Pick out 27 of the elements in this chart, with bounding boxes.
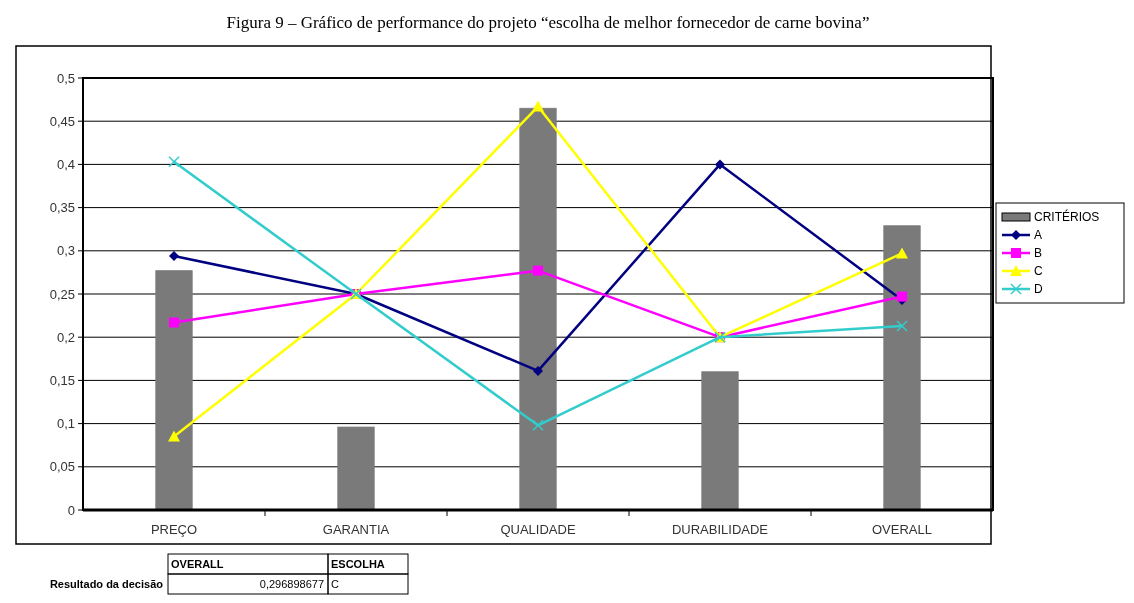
text: 0,296898677 [259,578,324,590]
legend-label: C [1034,264,1043,279]
y-tick-label: 0,2 [56,329,75,345]
legend-label: CRITÉRIOS [1034,209,1100,225]
x-tick-label: GARANTIA [322,522,390,537]
chart-title: Figura 9 – Gráfico de performance do projeto “escolha de melhor fornecedor de carne bovina” [226,13,870,32]
y-tick-label: 0,25 [49,286,75,302]
x-tick-label: PREÇO [150,522,198,537]
y-tick-label: 0,5 [56,70,75,86]
legend-label: B [1034,246,1043,261]
x-tick-label: QUALIDADE [500,522,576,537]
x-tick-label: DURABILIDADE [671,522,769,537]
y-tick-label: 0,45 [49,113,75,129]
legend-label: A [1034,228,1043,243]
text: C [331,578,339,590]
x-tick-label: OVERALL [872,522,932,537]
y-tick-label: 0,15 [49,372,75,388]
text: Resultado da decisão [49,578,164,590]
y-tick-label: 0,05 [49,459,75,475]
legend-label: D [1034,282,1043,297]
y-tick-label: 0,35 [49,200,75,216]
y-tick-label: 0,4 [56,156,75,172]
y-tick-label: 0,3 [56,243,75,259]
y-tick-label: 0,1 [56,416,75,432]
text: ESCOLHA [331,558,385,570]
text: OVERALL [171,558,224,570]
y-tick-label: 0 [67,502,75,518]
